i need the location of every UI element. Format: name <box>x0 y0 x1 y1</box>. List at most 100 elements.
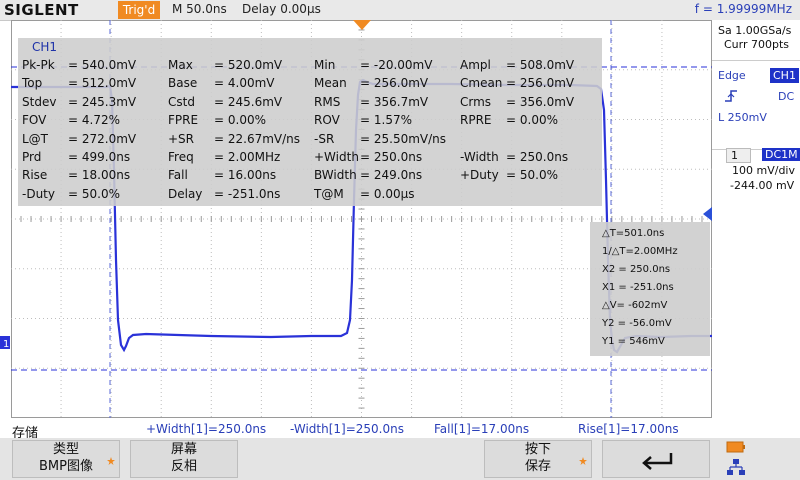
measurement-label: +SR <box>168 131 195 146</box>
brand-logo: SIGLENT <box>4 1 79 19</box>
measurement-value: = 520.0mV <box>214 58 283 72</box>
ch1-ground-marker-icon: 1 <box>0 336 10 350</box>
measurement-label: RPRE <box>460 113 492 128</box>
measurement-channel-label: CH1 <box>32 40 58 54</box>
measurement-label: T@M <box>314 186 344 201</box>
measurement-value: = 50.0% <box>68 186 120 201</box>
measurement-value: = 250.0ns <box>360 150 423 164</box>
trigger-level: L 250mV <box>718 111 767 124</box>
measurement-label: Mean <box>314 76 347 91</box>
type-softkey-label: 类型 <box>52 442 79 457</box>
measurement-value: = 4.72% <box>68 113 120 128</box>
measurement-label: BWidth <box>314 168 357 183</box>
cursor-delta-t: △T=501.0ns <box>602 228 665 239</box>
channel-number: 1 <box>726 148 751 163</box>
measurement-label: ROV <box>314 113 340 128</box>
measurement-value: = 0.00% <box>214 113 266 128</box>
measurement-value: = 0.00μs <box>360 186 415 201</box>
measurement-label: Delay <box>168 186 203 201</box>
type-softkey-value: BMP图像 <box>39 459 93 474</box>
trigger-status-badge: Trig'd <box>118 1 160 19</box>
measurement-label: Rise <box>22 168 48 183</box>
measurement-value: = 508.0mV <box>506 58 575 72</box>
delay-readout: Delay 0.00μs <box>242 2 321 16</box>
measurement-label: Min <box>314 58 336 72</box>
measurement-label: +Duty <box>460 168 499 183</box>
measurement-value: = 540.0mV <box>68 58 137 72</box>
trigger-source-badge: CH1 <box>770 68 799 83</box>
channel-offset: -244.00 mV <box>730 179 795 192</box>
measurement-value: = 50.0% <box>506 168 558 183</box>
option-star-icon <box>579 457 587 465</box>
invert-screen-softkey[interactable]: 屏幕 反相 <box>130 440 238 478</box>
trigger-info-box[interactable]: Edge CH1 DC L 250mV <box>712 60 800 150</box>
measurement-label: Cmean <box>460 76 503 91</box>
measurement-value: = 2.00MHz <box>214 150 281 164</box>
measurement-label: Base <box>168 76 198 91</box>
measurement-label: Top <box>22 76 43 91</box>
measurement-value: = 356.0mV <box>506 94 575 109</box>
frequency-counter: f = 1.99999MHz <box>694 2 792 16</box>
measurement-value: = 356.7mV <box>360 94 429 109</box>
measurement-value: = 512.0mV <box>68 76 137 91</box>
measurement-label: -Duty <box>22 186 55 201</box>
measurement-label: Crms <box>460 94 492 109</box>
measurement-label: -SR <box>314 131 335 146</box>
measurement-label: FOV <box>22 113 47 128</box>
measurement-panel: CH1 Pk-Pk = 540.0mV Max = 520.0mV Min = -20.0… <box>18 38 602 206</box>
cursor-delta-v: △V= -602mV <box>602 300 668 311</box>
measurement-value: = 16.00ns <box>214 168 277 183</box>
measurement-label: FPRE <box>168 113 199 128</box>
measurement-label: Stdev <box>22 94 57 109</box>
softkey-bar: 类型 BMP图像 屏幕 反相 按下 保存 <box>0 438 800 480</box>
measurement-value: = 1.57% <box>360 113 412 128</box>
network-icon <box>727 459 745 475</box>
channel-info-box[interactable]: 1 DC1M 100 mV/div -244.00 mV <box>712 144 800 202</box>
empty-softkey-4[interactable] <box>366 440 474 478</box>
measurement-label: RMS <box>314 94 341 109</box>
battery-icon <box>726 441 745 453</box>
empty-softkey-3[interactable] <box>248 440 356 478</box>
return-softkey[interactable] <box>602 440 710 478</box>
status-rise: Rise[1]=17.00ns <box>578 422 679 436</box>
invert-softkey-label: 屏幕 <box>170 442 197 457</box>
measurement-value: = 4.00mV <box>214 76 275 91</box>
cursor-x2: X2 = 250.0ns <box>602 264 671 275</box>
right-info-panel: Sa 1.00GSa/s Curr 700pts Edge CH1 DC L 2… <box>712 20 800 420</box>
measurement-value: = 25.50mV/ns <box>360 131 447 146</box>
measurement-label: Pk-Pk <box>22 58 55 72</box>
channel-coupling-badge: DC1M <box>762 148 800 161</box>
measurement-value: = 256.0mV <box>360 76 429 91</box>
measurement-value: = 256.0mV <box>506 76 575 91</box>
measurement-label: +Width <box>314 150 359 164</box>
timebase-readout: M 50.0ns <box>172 2 227 16</box>
trigger-position-marker-icon <box>353 20 371 30</box>
volts-per-div: 100 mV/div <box>732 164 795 177</box>
status-width-pos: +Width[1]=250.0ns <box>146 422 267 436</box>
measurement-value: = 499.0ns <box>68 150 131 164</box>
status-fall: Fall[1]=17.00ns <box>434 422 530 436</box>
cursor-y1: Y1 = 546mV <box>602 336 665 347</box>
rising-edge-icon <box>725 90 737 102</box>
measurement-label: Prd <box>22 150 42 164</box>
save-softkey-value: 保存 <box>524 459 551 474</box>
measurement-label: -Width <box>460 150 499 164</box>
measurement-label: Cstd <box>168 94 195 109</box>
measurement-label: L@T <box>22 131 49 146</box>
cursor-x1: X1 = -251.0ns <box>602 282 674 293</box>
measurement-value: = 245.3mV <box>68 94 137 109</box>
status-line: 存储 +Width[1]=250.0ns -Width[1]=250.0ns F… <box>0 420 800 441</box>
invert-softkey-value: 反相 <box>170 459 197 474</box>
measurement-label: Max <box>168 58 193 72</box>
press-save-softkey[interactable]: 按下 保存 <box>484 440 592 478</box>
measurement-label: Freq <box>168 150 194 164</box>
measurement-value: = 0.00% <box>506 113 558 128</box>
top-status-bar: SIGLENT Trig'd M 50.0ns Delay 0.00μs f =… <box>0 0 800 21</box>
return-arrow-icon <box>642 453 673 470</box>
memory-depth: Curr 700pts <box>724 38 790 51</box>
measurement-value: = 272.0mV <box>68 131 137 146</box>
type-softkey[interactable]: 类型 BMP图像 <box>12 440 120 478</box>
measurement-value: = 249.0ns <box>360 168 423 183</box>
measurement-value: = -251.0ns <box>214 186 281 201</box>
measurement-value: = 250.0ns <box>506 150 569 164</box>
